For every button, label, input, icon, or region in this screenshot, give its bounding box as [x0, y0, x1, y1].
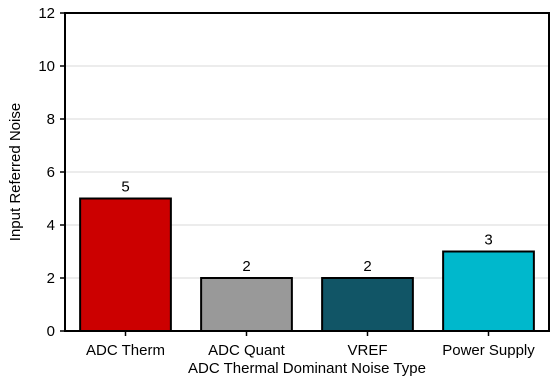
x-tick-label: Power Supply	[442, 342, 535, 359]
x-axis-labels: ADC Therm ADC Quant VREF Power Supply	[86, 331, 535, 359]
data-labels: 5 2 2 3	[121, 179, 492, 276]
y-tick-label: 12	[38, 5, 55, 22]
y-tick-label: 8	[47, 111, 55, 128]
x-tick-label: VREF	[347, 342, 387, 359]
y-tick-label: 2	[47, 270, 55, 287]
y-tick-label: 0	[47, 323, 55, 340]
y-axis-title: Input Referred Noise	[7, 103, 24, 241]
bar-adc-quant	[200, 277, 293, 332]
x-tick-label: ADC Quant	[208, 342, 286, 359]
bars	[79, 197, 535, 332]
y-tick-label: 10	[38, 58, 55, 75]
bar-adc-therm	[79, 197, 172, 332]
y-tick-label: 4	[47, 217, 55, 234]
x-axis-title: ADC Thermal Dominant Noise Type	[188, 360, 426, 377]
data-label: 2	[363, 258, 371, 275]
data-label: 5	[121, 179, 129, 196]
x-tick-label: ADC Therm	[86, 342, 165, 359]
bar-power-supply	[442, 250, 535, 332]
y-tick-label: 6	[47, 164, 55, 181]
data-label: 2	[242, 258, 250, 275]
y-axis-ticks: 0 2 4 6 8 10 12	[38, 5, 65, 340]
data-label: 3	[484, 232, 492, 249]
bar-vref	[321, 277, 414, 332]
